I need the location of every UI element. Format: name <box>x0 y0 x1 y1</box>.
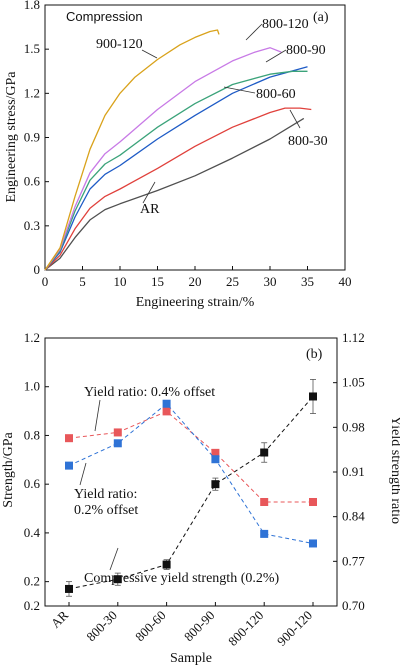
data-point <box>162 399 171 408</box>
curve-800-120 <box>44 47 282 271</box>
leader-800-30 <box>289 109 301 129</box>
curve-label-800-30: 800-30 <box>288 134 328 149</box>
panel-b-xtick-label: 900-120 <box>274 608 315 649</box>
leader-900-120 <box>141 49 158 59</box>
panel-b-ytick-label-bottom: 0.2 <box>24 598 40 613</box>
series-yield-ratio-0-2-offset <box>65 399 317 548</box>
panel-a-ytick-label: 1.5 <box>24 41 40 56</box>
panel-b-ytick-right-label: 1.12 <box>342 330 365 345</box>
data-point <box>65 584 73 593</box>
panel-b-series <box>65 379 317 597</box>
annotation-strength: Compressive yield strength (0.2%) <box>84 571 280 586</box>
leader-800-120 <box>245 23 263 41</box>
panel-a-xtick-label: 40 <box>339 274 352 289</box>
panel-a-ytick-label: 1.2 <box>24 85 40 100</box>
panel-b-xtick-label: AR <box>48 607 72 631</box>
panel-a-annotation-compression: Compression <box>66 9 143 24</box>
leader-ratio-04 <box>94 399 101 432</box>
panel-a-stress-strain: 0 5 10 15 20 25 30 35 40 0 0.3 0.6 0.9 1.2 1.5 1.8 Comp… <box>4 0 352 310</box>
series-yield-ratio-0-4-offset <box>65 407 317 506</box>
data-point <box>113 439 122 448</box>
panel-b-ytick-label: 0.4 <box>24 525 41 540</box>
data-point <box>309 392 317 401</box>
data-point <box>260 529 269 538</box>
panel-b-xtick-label: 800-30 <box>83 608 120 645</box>
panel-a-curves <box>44 29 312 271</box>
curve-800-30 <box>44 107 312 271</box>
data-point <box>211 455 220 464</box>
curve-label-800-90: 800-90 <box>286 43 326 58</box>
annotation-ratio-04: Yield ratio: 0.4% offset <box>84 385 215 400</box>
panel-a-ytick-label: 0.3 <box>24 218 40 233</box>
data-point <box>309 539 317 548</box>
panel-a-xtick-label: 10 <box>114 274 127 289</box>
data-point <box>211 480 220 489</box>
panel-b-ytick-right-label: 0.98 <box>342 419 365 434</box>
panel-b-strength: 0.2 0.4 0.6 0.8 1.0 1.2 0.2 0.70 0.77 0.84 0.91 0.9… <box>1 330 400 666</box>
panel-b-ylabel-left: Strength/GPa <box>1 431 16 507</box>
panel-b-ytick-right-label: 0.77 <box>342 553 365 568</box>
curve-label-900-120: 900-120 <box>96 37 143 52</box>
data-point <box>260 448 269 457</box>
panel-a-xtick-label: 30 <box>264 274 277 289</box>
data-point <box>162 407 171 416</box>
data-point <box>211 448 220 457</box>
panel-a-ytick-label: 0.9 <box>24 130 40 145</box>
panel-a-ytick-label: 0 <box>34 262 41 277</box>
panel-a-xlabel: Engineering strain/% <box>136 295 255 310</box>
data-point <box>260 497 269 506</box>
panel-b-ytick-right-label: 1.05 <box>342 375 365 390</box>
panel-a-ytick-label: 0.6 <box>24 174 41 189</box>
leader-ratio-02 <box>79 462 87 486</box>
series-line <box>68 403 314 544</box>
curve-800-90 <box>44 70 308 271</box>
panel-b-xtick-label: 800-90 <box>181 608 218 645</box>
curve-label-ar: AR <box>140 202 160 217</box>
panel-b-ytick-label: 0.2 <box>24 574 40 589</box>
data-point <box>113 428 122 437</box>
data-point <box>65 461 73 470</box>
panel-b-ytick-right-label: 0.91 <box>342 464 365 479</box>
panel-b-xtick-label: 800-60 <box>132 608 169 645</box>
panel-b-ytick-label: 0.8 <box>24 427 40 442</box>
curve-800-60 <box>44 66 308 271</box>
panel-b-ylabel-right: Yield strength ratio <box>388 416 400 524</box>
panel-a-ytick-label: 1.8 <box>24 0 40 12</box>
series-line <box>68 396 314 590</box>
data-point <box>162 560 171 569</box>
panel-b-xtick-label: 800-120 <box>225 608 266 649</box>
leader-800-90 <box>265 49 287 63</box>
data-point <box>309 497 317 506</box>
panel-a-xtick-label: 15 <box>151 274 164 289</box>
panel-b-ytick-label: 1.2 <box>24 330 40 345</box>
leader-800-60 <box>223 86 256 94</box>
leader-ar <box>142 181 156 204</box>
panel-a-xtick-label: 35 <box>301 274 314 289</box>
panel-b-ytick-label: 0.6 <box>24 476 41 491</box>
panel-b-xlabel: Sample <box>170 651 212 666</box>
panel-a-label: (a) <box>313 10 329 25</box>
panel-a-xtick-label: 25 <box>226 274 239 289</box>
panel-b-ytick-right-label: 0.70 <box>342 598 365 613</box>
curve-ar <box>44 117 305 271</box>
panel-b-plot-frame <box>44 337 338 607</box>
data-point <box>113 575 122 584</box>
data-point <box>65 434 73 443</box>
panel-a-xtick-label: 20 <box>189 274 202 289</box>
annotation-ratio-02-line1: Yield ratio: <box>74 487 137 502</box>
curve-900-120 <box>44 29 220 271</box>
panel-b-ytick-label: 1.0 <box>24 379 40 394</box>
panel-a-xtick-label: 0 <box>42 274 49 289</box>
annotation-ratio-02-line2: 0.2% offset <box>74 503 138 518</box>
panel-a-ylabel: Engineering stress/GPa <box>4 71 19 203</box>
leader-strength <box>109 547 119 571</box>
panel-b-ytick-right-label: 0.84 <box>342 509 365 524</box>
series-line <box>68 410 313 503</box>
curve-label-800-120: 800-120 <box>262 17 309 32</box>
panel-b-label: (b) <box>306 347 323 362</box>
curve-label-800-60: 800-60 <box>256 87 296 102</box>
series-compressive-yield-strength-0-2 <box>65 379 317 597</box>
panel-a-xtick-label: 5 <box>79 274 86 289</box>
